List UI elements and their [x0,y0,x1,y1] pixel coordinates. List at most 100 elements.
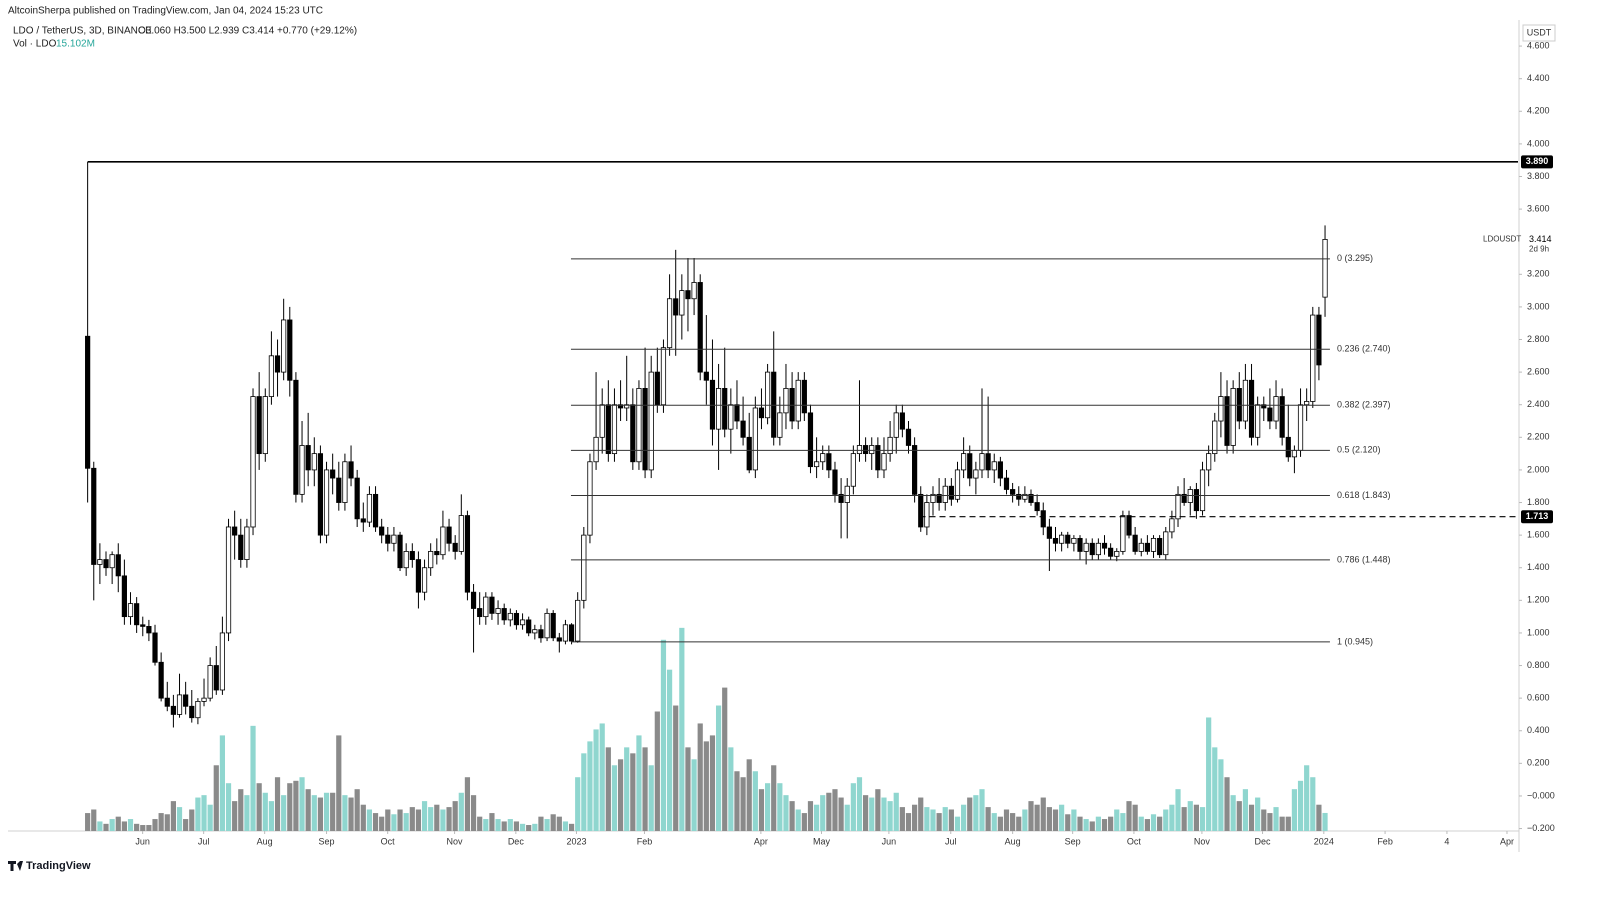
volume-bar [1003,809,1010,831]
volume-bar [281,795,287,831]
volume-bar [164,814,170,831]
volume-bar [428,807,434,831]
candle-body [121,575,127,618]
fib-label: 0.382 (2.397) [1337,400,1391,410]
candle-body [899,412,905,430]
candle-body [379,526,385,536]
volume-bar [1267,813,1273,831]
volume-bar [189,809,195,831]
candle-body [354,477,360,520]
candle-body [1304,401,1310,406]
candle-body [1316,314,1322,366]
candle-body [268,355,275,397]
candle-body [1285,436,1291,458]
candle-body [734,404,740,422]
candle-body [1083,542,1089,552]
volume-bar [752,771,758,831]
volume-bar [538,816,544,831]
volume-bar [961,804,967,831]
candle-body [1095,542,1101,556]
volume-bar [636,735,642,831]
x-tick-label: Jun [882,836,897,846]
volume-bar [232,801,238,831]
volume-bar [1052,809,1059,831]
y-tick-label: 2.200 [1527,432,1550,442]
volume-bar [869,797,875,831]
ohlc-legend: O3.060 H3.500 L2.939 C3.414 +0.770 (+29.… [138,26,357,37]
candle-body [342,461,348,503]
volume-bar [262,792,268,831]
volume-bar [673,705,679,831]
y-tick-label: 3.600 [1527,203,1550,213]
price-label-box [1521,155,1553,169]
volume-bar [887,801,893,831]
candle-body [526,619,532,634]
volume-bar [1114,809,1120,831]
candle-body [648,371,654,471]
volume-bar [1175,789,1181,831]
candle-body [948,485,954,500]
volume-bar [195,797,201,831]
candle-body [801,379,807,414]
volume-bar [532,823,538,831]
volume-bar [771,765,777,831]
candle-body [691,282,697,300]
volume-bar [1034,804,1040,831]
candle-body [777,412,783,438]
candle-body [764,371,771,419]
volume-bar [550,814,556,831]
candle-body [501,608,507,621]
volume-bar [593,729,599,831]
candle-body [1248,379,1255,438]
volume-bar [1310,777,1316,831]
y-tick-label: 3.800 [1527,171,1550,181]
candle-body [679,290,685,316]
volume-bar [385,809,391,831]
volume-bar [526,825,532,831]
volume-bar [1261,809,1267,831]
volume-bar [501,821,507,831]
volume-bar [587,741,593,831]
candle-body [936,493,942,503]
candle-body [372,493,379,528]
volume-bar [838,797,844,831]
volume-bar [219,735,226,831]
candle-body [287,319,293,381]
volume-bar [507,819,513,831]
candle-body [660,347,667,406]
candle-body [550,612,556,639]
candle-body [176,694,183,715]
volume-bar [1212,747,1218,831]
candle-body [1144,542,1150,552]
volume-bar [948,809,954,831]
volume-bar [697,723,703,831]
volume-bar [624,747,630,831]
price-label-box [1521,510,1553,524]
volume-bar [213,765,219,831]
volume-bar [789,801,795,831]
volume-bar [1157,816,1163,831]
volume-bar [1059,804,1065,831]
candle-body [311,453,317,471]
candle-body [642,388,648,471]
candle-body [158,661,164,699]
candle-body [575,599,581,642]
y-tick-label: 0.400 [1527,725,1550,735]
volume-bar [483,819,489,831]
candle-body [317,453,324,536]
candle-body [1016,493,1022,500]
volume-bar [703,741,709,831]
volume-bar [1273,807,1279,831]
y-tick-label: 0.800 [1527,660,1550,670]
x-tick-label: May [813,836,831,846]
candle-body [918,493,924,528]
candle-body [991,461,997,471]
volume-bar [758,789,765,831]
candle-body [1199,469,1206,512]
candle-body [140,624,146,627]
volume-bar [1206,717,1212,831]
candle-body [973,469,979,479]
volume-bar [91,809,97,831]
candle-body [1218,396,1224,422]
volume-bar [452,801,458,831]
